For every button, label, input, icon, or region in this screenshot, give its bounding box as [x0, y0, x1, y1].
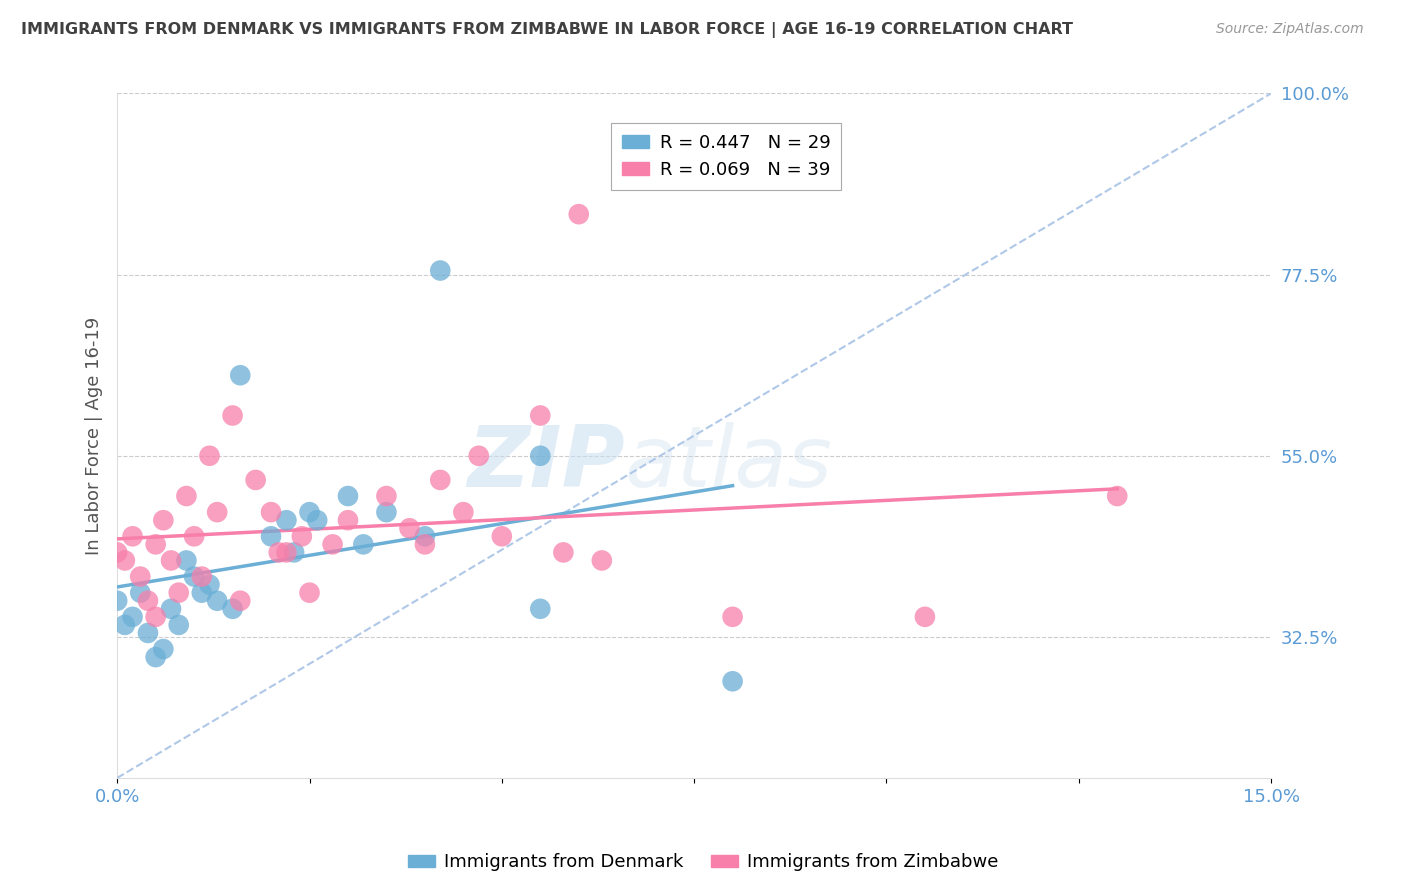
- Point: [114, 618, 136, 632]
- Point: [160, 602, 183, 616]
- Point: [398, 521, 420, 535]
- Point: [229, 593, 252, 607]
- Point: [145, 537, 167, 551]
- Text: Source: ZipAtlas.com: Source: ZipAtlas.com: [1216, 22, 1364, 37]
- Point: [152, 642, 174, 657]
- Point: [307, 513, 329, 527]
- Point: [260, 529, 283, 543]
- Point: [191, 585, 214, 599]
- Point: [136, 626, 159, 640]
- Text: atlas: atlas: [624, 422, 832, 505]
- Text: IMMIGRANTS FROM DENMARK VS IMMIGRANTS FROM ZIMBABWE IN LABOR FORCE | AGE 16-19 C: IMMIGRANTS FROM DENMARK VS IMMIGRANTS FR…: [21, 22, 1073, 38]
- Point: [205, 505, 228, 519]
- Point: [121, 610, 143, 624]
- Text: ZIP: ZIP: [467, 422, 624, 505]
- Point: [276, 545, 298, 559]
- Point: [191, 569, 214, 583]
- Point: [721, 674, 744, 689]
- Point: [198, 449, 221, 463]
- Point: [198, 577, 221, 591]
- Point: [167, 618, 190, 632]
- Point: [176, 553, 198, 567]
- Legend: Immigrants from Denmark, Immigrants from Zimbabwe: Immigrants from Denmark, Immigrants from…: [401, 847, 1005, 879]
- Point: [352, 537, 374, 551]
- Point: [298, 585, 321, 599]
- Point: [413, 537, 436, 551]
- Point: [453, 505, 475, 519]
- Point: [129, 569, 152, 583]
- Point: [413, 529, 436, 543]
- Point: [160, 553, 183, 567]
- Y-axis label: In Labor Force | Age 16-19: In Labor Force | Age 16-19: [86, 317, 103, 555]
- Point: [468, 449, 491, 463]
- Point: [114, 553, 136, 567]
- Point: [429, 473, 451, 487]
- Point: [568, 207, 591, 221]
- Point: [105, 593, 128, 607]
- Point: [914, 610, 936, 624]
- Point: [183, 569, 205, 583]
- Point: [283, 545, 305, 559]
- Point: [322, 537, 344, 551]
- Point: [121, 529, 143, 543]
- Point: [145, 610, 167, 624]
- Point: [152, 513, 174, 527]
- Point: [375, 505, 398, 519]
- Point: [276, 513, 298, 527]
- Point: [136, 593, 159, 607]
- Point: [167, 585, 190, 599]
- Point: [529, 409, 551, 423]
- Point: [336, 513, 359, 527]
- Point: [221, 409, 243, 423]
- Point: [529, 449, 551, 463]
- Point: [267, 545, 290, 559]
- Point: [205, 593, 228, 607]
- Point: [529, 602, 551, 616]
- Point: [245, 473, 267, 487]
- Point: [298, 505, 321, 519]
- Point: [229, 368, 252, 383]
- Point: [176, 489, 198, 503]
- Point: [553, 545, 575, 559]
- Point: [291, 529, 314, 543]
- Point: [129, 585, 152, 599]
- Point: [105, 545, 128, 559]
- Point: [260, 505, 283, 519]
- Point: [336, 489, 359, 503]
- Point: [145, 650, 167, 665]
- Point: [591, 553, 613, 567]
- Point: [183, 529, 205, 543]
- Point: [721, 610, 744, 624]
- Point: [375, 489, 398, 503]
- Point: [491, 529, 513, 543]
- Point: [1107, 489, 1129, 503]
- Point: [221, 602, 243, 616]
- Point: [429, 263, 451, 277]
- Legend: R = 0.447   N = 29, R = 0.069   N = 39: R = 0.447 N = 29, R = 0.069 N = 39: [610, 123, 841, 190]
